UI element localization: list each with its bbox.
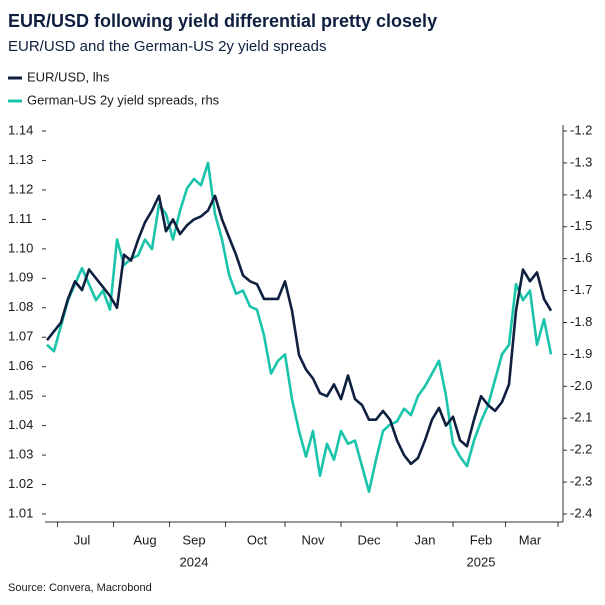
x-tick-label: Mar bbox=[519, 532, 542, 547]
y-tick-label: 1.01 bbox=[8, 505, 33, 520]
y2-tick-label: -1.8 bbox=[570, 314, 592, 329]
y2-tick-label: -2.3 bbox=[570, 474, 592, 489]
x-tick-label: Oct bbox=[247, 532, 268, 547]
y2-tick-label: -1.4 bbox=[570, 186, 592, 201]
y-tick-label: 1.11 bbox=[8, 211, 32, 226]
y2-tick-label: -2.2 bbox=[570, 442, 592, 457]
x-tick-label: Dec bbox=[357, 532, 381, 547]
y2-tick-label: -1.3 bbox=[570, 154, 592, 169]
y-tick-label: 1.05 bbox=[8, 388, 33, 403]
y-tick-label: 1.08 bbox=[8, 299, 33, 314]
series-line bbox=[45, 194, 553, 466]
x-tick-label: Jul bbox=[74, 532, 91, 547]
x-tick-label: Jan bbox=[415, 532, 436, 547]
y2-tick-label: -2.0 bbox=[570, 378, 592, 393]
y-tick-label: 1.12 bbox=[8, 181, 33, 196]
y-tick-label: 1.04 bbox=[8, 417, 33, 432]
y2-tick-label: -1.5 bbox=[570, 218, 592, 233]
chart-subtitle: EUR/USD and the German-US 2y yield sprea… bbox=[8, 38, 326, 55]
y2-tick-label: -1.7 bbox=[570, 282, 592, 297]
x-tick-label: Nov bbox=[301, 532, 325, 547]
x-tick-label: Sep bbox=[182, 532, 205, 547]
y-tick-label: 1.09 bbox=[8, 270, 33, 285]
x-tick-label: Aug bbox=[133, 532, 156, 547]
y-tick-label: 1.13 bbox=[8, 152, 33, 167]
series-line bbox=[46, 161, 553, 493]
y-tick-label: 1.02 bbox=[8, 476, 33, 491]
legend-label: German-US 2y yield spreads, rhs bbox=[27, 92, 220, 107]
x-year-label: 2025 bbox=[467, 554, 496, 569]
y-tick-label: 1.07 bbox=[8, 329, 33, 344]
y-tick-label: 1.06 bbox=[8, 358, 33, 373]
y2-tick-label: -2.4 bbox=[570, 505, 592, 520]
y-tick-label: 1.14 bbox=[8, 122, 33, 137]
y2-tick-label: -1.9 bbox=[570, 346, 592, 361]
legend-label: EUR/USD, lhs bbox=[27, 69, 110, 84]
x-year-label: 2024 bbox=[180, 554, 209, 569]
y2-tick-label: -2.1 bbox=[570, 410, 592, 425]
y2-tick-label: -1.2 bbox=[570, 122, 592, 137]
source-note: Source: Convera, Macrobond bbox=[8, 582, 152, 594]
y2-tick-label: -1.6 bbox=[570, 250, 592, 265]
x-tick-label: Feb bbox=[470, 532, 492, 547]
y-tick-label: 1.03 bbox=[8, 447, 33, 462]
chart-title: EUR/USD following yield differential pre… bbox=[8, 11, 437, 31]
y-tick-label: 1.10 bbox=[8, 240, 33, 255]
